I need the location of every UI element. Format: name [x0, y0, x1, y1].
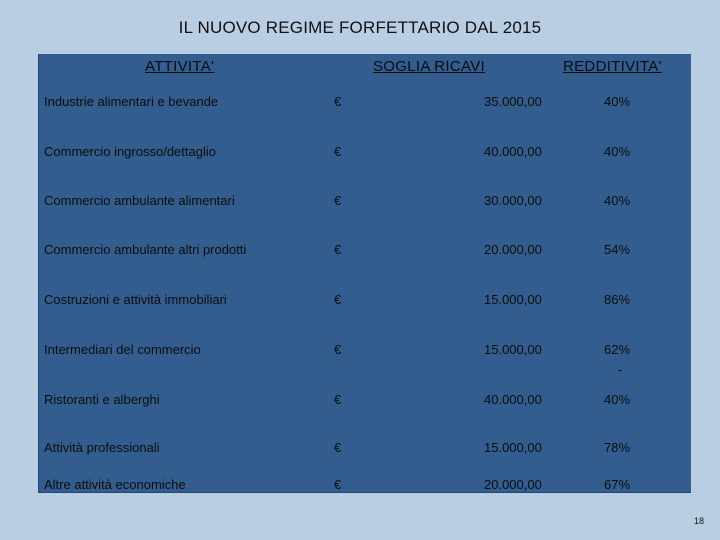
currency-symbol: € — [334, 477, 342, 492]
table-panel — [38, 54, 691, 493]
table-row: Industrie alimentari e bevande € 35.000,… — [0, 94, 720, 114]
profitability-rate: 86% — [604, 292, 631, 307]
currency-symbol: € — [334, 193, 342, 208]
revenue-threshold: 15.000,00 — [484, 292, 542, 307]
currency-symbol: € — [334, 242, 342, 257]
table-row: Commercio ambulante altri prodotti € 20.… — [0, 242, 720, 262]
revenue-threshold: 35.000,00 — [484, 94, 542, 109]
activity-name: Commercio ingrosso/dettaglio — [44, 144, 216, 159]
currency-symbol: € — [334, 342, 342, 357]
revenue-threshold: 15.000,00 — [484, 440, 542, 455]
profitability-rate: 67% — [604, 477, 631, 492]
page-number: 18 — [693, 516, 704, 526]
table-row: Commercio ingrosso/dettaglio € 40.000,00… — [0, 144, 720, 164]
revenue-threshold: 20.000,00 — [484, 242, 542, 257]
currency-symbol: € — [334, 292, 342, 307]
header-redditivita: REDDITIVITA' — [563, 58, 662, 75]
currency-symbol: € — [334, 144, 342, 159]
table-row: Attività professionali € 15.000,00 78% — [0, 440, 720, 460]
table-row: Costruzioni e attività immobiliari € 15.… — [0, 292, 720, 312]
activity-name: Costruzioni e attività immobiliari — [44, 292, 227, 307]
activity-name: Commercio ambulante altri prodotti — [44, 242, 247, 257]
header-attivita: ATTIVITA' — [145, 58, 215, 75]
activity-name: Industrie alimentari e bevande — [44, 94, 219, 109]
table-row: Intermediari del commercio € 15.000,00 6… — [0, 342, 720, 362]
table-row: Commercio ambulante alimentari € 30.000,… — [0, 193, 720, 213]
profitability-rate: 78% — [604, 440, 631, 455]
revenue-threshold: 40.000,00 — [484, 144, 542, 159]
profitability-rate: 40% — [604, 144, 631, 159]
currency-symbol: € — [334, 392, 342, 407]
activity-name: Intermediari del commercio — [44, 342, 201, 357]
profitability-rate: 40% — [604, 392, 631, 407]
revenue-threshold: 40.000,00 — [484, 392, 542, 407]
activity-name: Attività professionali — [44, 440, 160, 455]
revenue-threshold: 20.000,00 — [484, 477, 542, 492]
header-soglia-ricavi: SOGLIA RICAVI — [373, 58, 485, 75]
activity-name: Altre attività economiche — [44, 477, 186, 492]
currency-symbol: € — [334, 94, 342, 109]
currency-symbol: € — [334, 440, 342, 455]
revenue-threshold: 15.000,00 — [484, 342, 542, 357]
table-row: Altre attività economiche € 20.000,00 67… — [0, 477, 720, 497]
revenue-threshold: 30.000,00 — [484, 193, 542, 208]
slide-title: IL NUOVO REGIME FORFETTARIO DAL 2015 — [178, 18, 542, 37]
dash-mark: - — [618, 362, 623, 377]
profitability-rate: 54% — [604, 242, 631, 257]
table-row: Ristoranti e alberghi € 40.000,00 40% — [0, 392, 720, 412]
activity-name: Ristoranti e alberghi — [44, 392, 160, 407]
profitability-rate: 40% — [604, 94, 631, 109]
profitability-rate: 40% — [604, 193, 631, 208]
activity-name: Commercio ambulante alimentari — [44, 193, 235, 208]
profitability-rate: 62% — [604, 342, 631, 357]
